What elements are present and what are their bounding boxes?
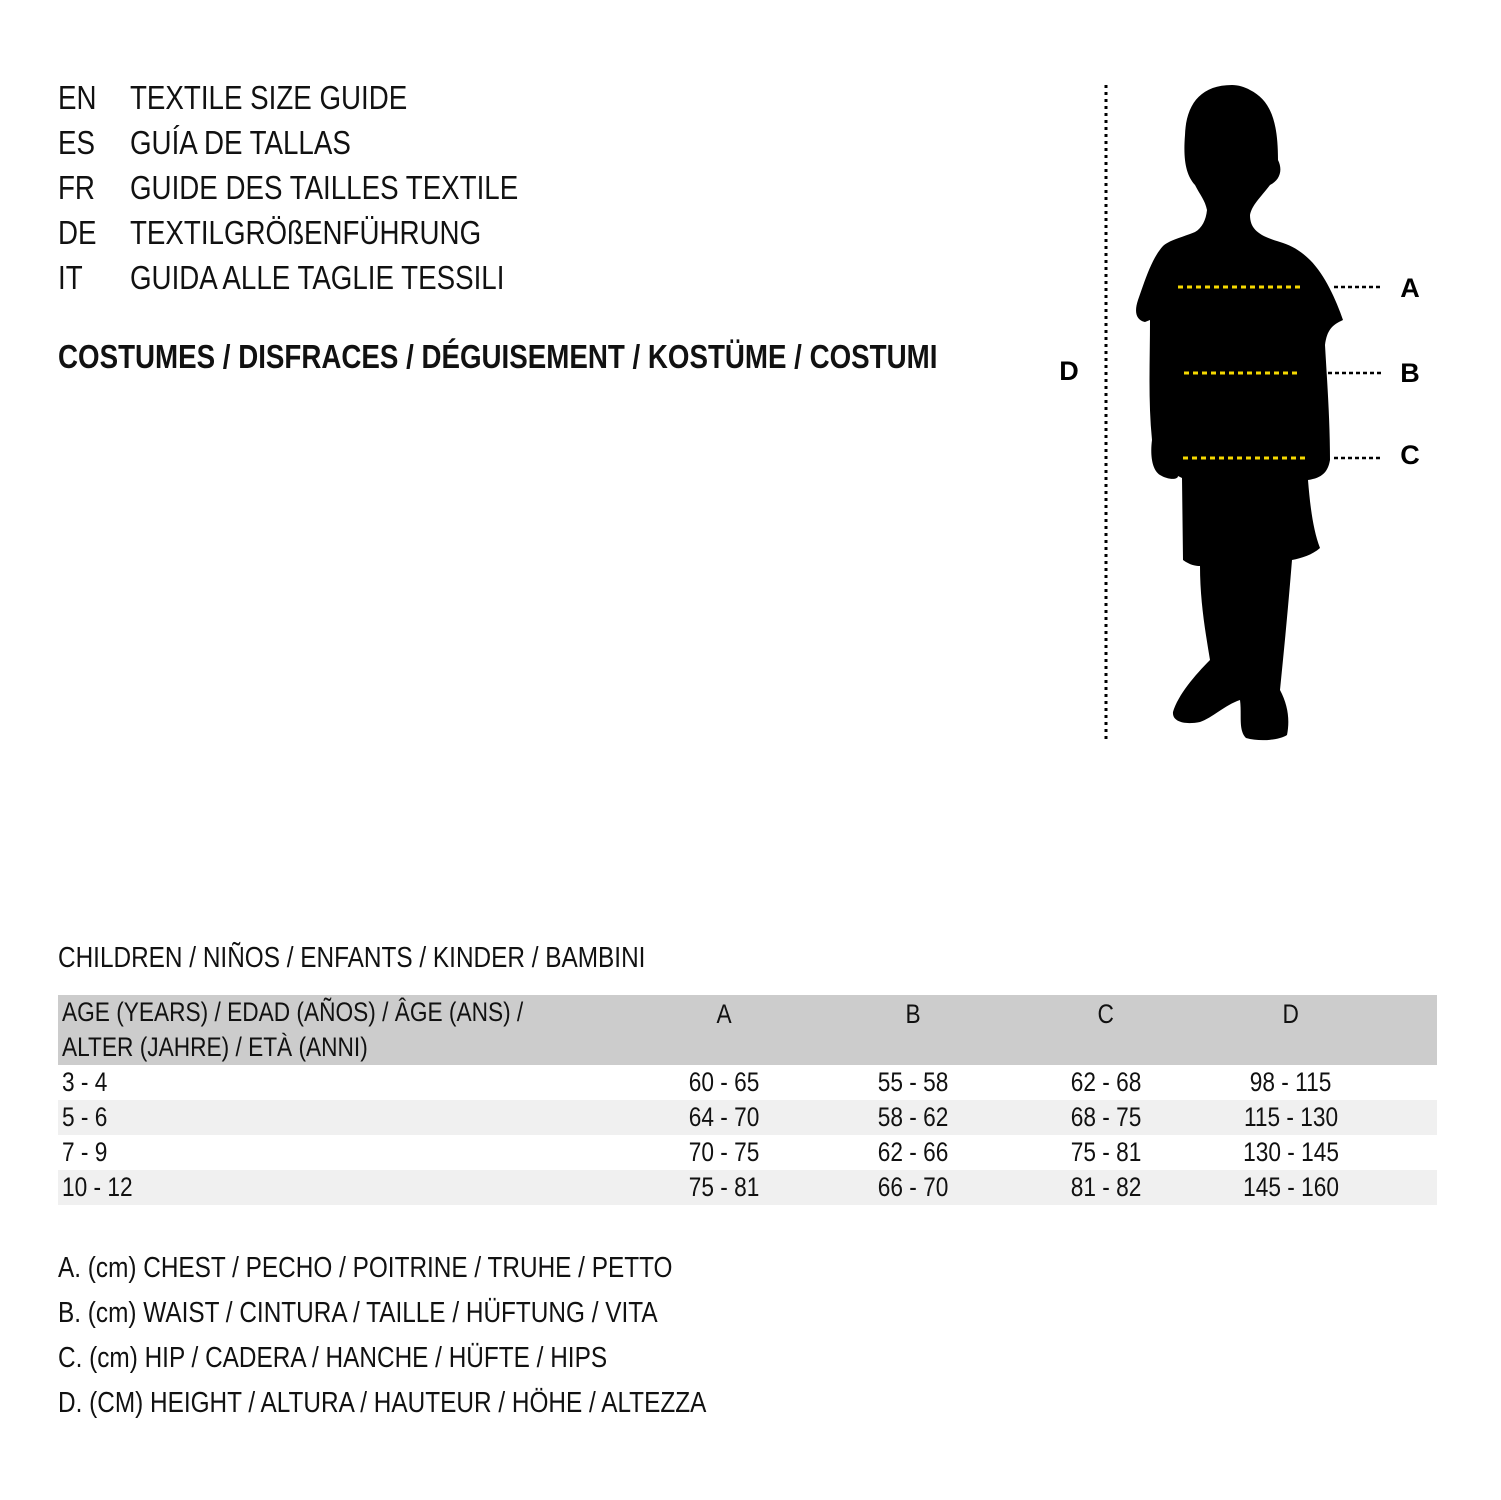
age-cell: 7 - 9 (62, 1137, 108, 1167)
legend-text: C. (cm) HIP / CADERA / HANCHE / HÜFTE / … (58, 1342, 608, 1374)
height-cell: 115 - 130 (1243, 1102, 1339, 1132)
header-a-text: A (716, 999, 732, 1029)
waist-cell: 62 - 66 (877, 1137, 949, 1167)
label-b: B (1400, 358, 1420, 388)
guide-title-text: GUÍA DE TALLAS (130, 124, 351, 161)
language-code: FR (58, 169, 95, 206)
waist-cell: 55 - 58 (877, 1067, 949, 1097)
age-cell: 3 - 4 (62, 1067, 108, 1097)
legend-text: A. (cm) CHEST / PECHO / POITRINE / TRUHE… (58, 1252, 673, 1284)
legend-text: D. (CM) HEIGHT / ALTURA / HAUTEUR / HÖHE… (58, 1387, 707, 1419)
guide-title-text: GUIDA ALLE TAGLIE TESSILI (130, 259, 505, 296)
waist-cell: 58 - 62 (877, 1102, 949, 1132)
legend-chest: A. (cm) CHEST / PECHO / POITRINE / TRUHE… (58, 1248, 790, 1288)
chest-cell: 60 - 65 (688, 1067, 760, 1097)
hip-cell: 81 - 82 (1070, 1172, 1142, 1202)
height-cell: 98 - 115 (1250, 1067, 1332, 1097)
hip-cell: 62 - 68 (1070, 1067, 1142, 1097)
header-a: A (634, 995, 814, 1033)
label-a: A (1400, 273, 1420, 303)
height-cell: 145 - 160 (1243, 1172, 1339, 1202)
waist-cell: 66 - 70 (877, 1172, 949, 1202)
legend-waist: B. (cm) WAIST / CINTURA / TAILLE / HÜFTU… (58, 1293, 772, 1333)
table-row: 3 - 4 60 - 65 55 - 58 62 - 68 98 - 115 (58, 1065, 1437, 1100)
hip-cell: 75 - 81 (1070, 1137, 1142, 1167)
header-d: D (1201, 995, 1381, 1033)
language-code: IT (58, 259, 83, 296)
child-silhouette-diagram: D A B C (1059, 85, 1420, 742)
header-age-line2: ALTER (JAHRE) / ETÀ (ANNI) (62, 1032, 368, 1062)
header-b: B (823, 995, 1003, 1033)
language-code: ES (58, 124, 95, 161)
language-code: EN (58, 79, 97, 116)
table-row: 10 - 12 75 - 81 66 - 70 81 - 82 145 - 16… (58, 1170, 1437, 1205)
legend-hip: C. (cm) HIP / CADERA / HANCHE / HÜFTE / … (58, 1338, 712, 1378)
table-caption: CHILDREN / NIÑOS / ENFANTS / KINDER / BA… (58, 938, 757, 978)
age-cell: 5 - 6 (62, 1102, 108, 1132)
child-silhouette-icon (1136, 85, 1343, 741)
header-c-text: C (1097, 999, 1115, 1029)
category-heading: COSTUMES / DISFRACES / DÉGUISEMENT / KOS… (58, 337, 1105, 377)
legend-height: D. (CM) HEIGHT / ALTURA / HAUTEUR / HÖHE… (58, 1383, 830, 1423)
label-d: D (1059, 356, 1079, 386)
table-caption-text: CHILDREN / NIÑOS / ENFANTS / KINDER / BA… (58, 942, 646, 974)
guide-title-text: TEXTILE SIZE GUIDE (130, 79, 408, 116)
size-table: AGE (YEARS) / EDAD (AÑOS) / ÂGE (ANS) / … (58, 995, 1437, 1205)
table-row: 7 - 9 70 - 75 62 - 66 75 - 81 130 - 145 (58, 1135, 1437, 1170)
hip-cell: 68 - 75 (1070, 1102, 1142, 1132)
header-age: AGE (YEARS) / EDAD (AÑOS) / ÂGE (ANS) / … (62, 995, 611, 1065)
legend-text: B. (cm) WAIST / CINTURA / TAILLE / HÜFTU… (58, 1297, 658, 1329)
language-code: DE (58, 214, 97, 251)
chest-cell: 70 - 75 (688, 1137, 760, 1167)
header-c: C (1016, 995, 1196, 1033)
category-heading-text: COSTUMES / DISFRACES / DÉGUISEMENT / KOS… (58, 338, 938, 375)
table-row: 5 - 6 64 - 70 58 - 62 68 - 75 115 - 130 (58, 1100, 1437, 1135)
guide-title-text: GUIDE DES TAILLES TEXTILE (130, 169, 519, 206)
header-b-text: B (905, 999, 921, 1029)
table-header-row: AGE (YEARS) / EDAD (AÑOS) / ÂGE (ANS) / … (58, 995, 1437, 1065)
header-age-line1: AGE (YEARS) / EDAD (AÑOS) / ÂGE (ANS) / (62, 997, 524, 1027)
guide-title-text: TEXTILGRÖßENFÜHRUNG (130, 214, 482, 251)
chest-cell: 75 - 81 (688, 1172, 760, 1202)
label-c: C (1400, 440, 1420, 470)
header-d-text: D (1282, 999, 1300, 1029)
age-cell: 10 - 12 (62, 1172, 133, 1202)
chest-cell: 64 - 70 (688, 1102, 760, 1132)
height-cell: 130 - 145 (1243, 1137, 1339, 1167)
